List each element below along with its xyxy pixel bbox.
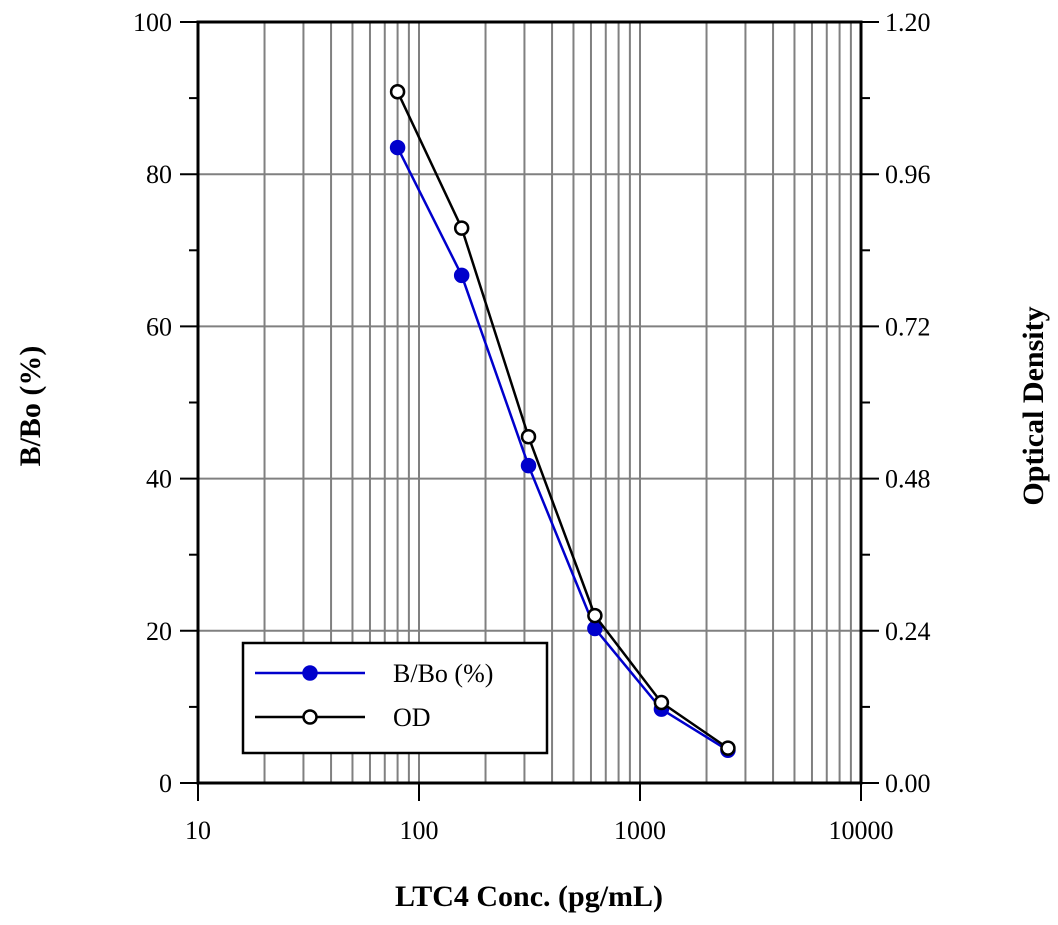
legend-marker [302,665,318,681]
data-point [389,84,406,100]
y-tick-label: 80 [146,160,172,189]
y-tick-label: 40 [146,465,172,494]
y-tick-label: 100 [133,8,172,37]
data-point [453,267,470,284]
series-line-0 [396,147,729,752]
data-point [587,607,603,624]
x-tick-label: 10000 [829,816,894,845]
legend-label: OD [393,703,431,732]
series-line-1 [396,91,729,750]
legend-box [241,641,549,755]
grid [198,22,861,783]
data-point [653,694,670,711]
y2-axis-title: Optical Density [1017,306,1050,505]
x-tick-label: 10 [185,816,211,845]
y2-tick-label: 1.20 [885,8,931,37]
data-point [389,139,406,156]
x-axis-title: LTC4 Conc. (pg/mL) [395,880,663,913]
x-tick-label: 100 [400,816,439,845]
data-point [520,428,537,445]
y2-tick-label: 0.00 [885,769,931,798]
data-point [587,620,603,637]
y2-tick-label: 0.96 [885,160,931,189]
legend: B/Bo (%) OD [241,641,549,755]
x-tick-label: 1000 [614,816,666,845]
data-point [453,220,470,236]
y2-tick-label: 0.72 [885,312,931,341]
y2-tick-label: 0.24 [885,617,931,646]
legend-label: B/Bo (%) [393,659,493,688]
y-tick-label: 0 [159,769,172,798]
y-tick-label: 60 [146,312,172,341]
y-axis-title: B/Bo (%) [14,346,47,467]
y-tick-label: 20 [146,617,172,646]
y2-tick-label: 0.48 [885,465,931,494]
data-point [720,740,736,756]
series-layer [389,84,736,759]
legend-marker [302,709,318,725]
axes: 0 20 40 60 80 100 0.00 0.24 0.48 0.72 0.96 1.20 10 10… [133,8,931,845]
data-point [520,457,537,474]
